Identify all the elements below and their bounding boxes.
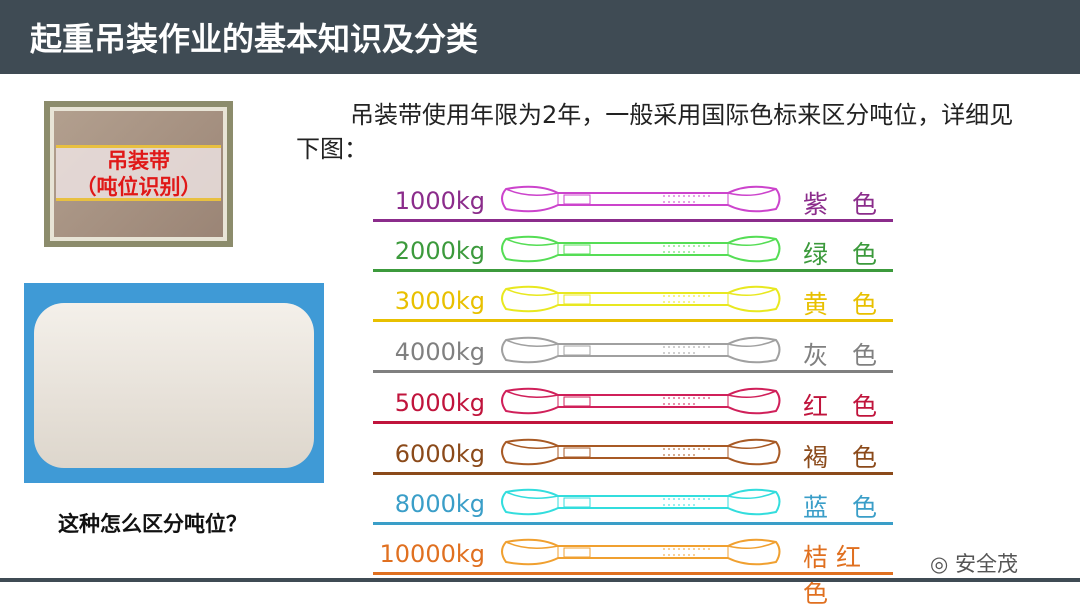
page-title: 起重吊装作业的基本知识及分类 — [30, 20, 479, 58]
color-name: 灰 色 — [803, 341, 885, 370]
color-name: 绿 色 — [803, 240, 885, 269]
wechat-icon: ◎ — [930, 552, 955, 576]
tonnage-label: 6000kg — [394, 440, 485, 468]
tonnage-row: 10000kg 桔红色 — [373, 528, 893, 608]
color-name: 蓝 色 — [803, 493, 885, 522]
sling-drawing — [501, 538, 781, 566]
title-bar: 起重吊装作业的基本知识及分类 — [0, 0, 1080, 74]
sling-drawing — [501, 387, 781, 415]
watermark-text: 安全茂 — [955, 552, 1018, 576]
tonnage-label: 4000kg — [394, 338, 485, 366]
tonnage-label: 3000kg — [394, 287, 485, 315]
tonnage-row: 2000kg 绿 色 — [373, 225, 893, 275]
sling-photo — [24, 283, 324, 483]
intro-text: 吊装带使用年限为2年，一般采用国际色标来区分吨位，详细见下图： — [296, 101, 1014, 163]
color-name: 桔红色 — [803, 543, 870, 608]
sling-drawing — [501, 336, 781, 364]
watermark: ◎ 安全茂 — [930, 548, 1018, 578]
color-name: 红 色 — [803, 392, 885, 421]
sling-drawing — [501, 235, 781, 263]
tonnage-label: 8000kg — [394, 490, 485, 518]
divider-line — [373, 572, 893, 575]
tonnage-label: 2000kg — [394, 237, 485, 265]
frame-label-2: （吨位识别） — [75, 175, 202, 199]
tonnage-row: 8000kg 蓝 色 — [373, 478, 893, 528]
sling-drawing — [501, 285, 781, 313]
sling-drawing — [501, 185, 781, 213]
tonnage-label: 5000kg — [394, 389, 485, 417]
divider-line — [373, 522, 893, 525]
white-sling-roll — [34, 303, 314, 468]
tonnage-row: 6000kg 褐 色 — [373, 428, 893, 478]
divider-line — [373, 269, 893, 272]
sling-drawing — [501, 438, 781, 466]
question-text: 这种怎么区分吨位？ — [58, 512, 247, 536]
color-name: 褐 色 — [803, 443, 885, 472]
label-band: 吊装带 （吨位识别） — [56, 145, 221, 201]
framed-picture: 吊装带 （吨位识别） — [44, 101, 233, 247]
tonnage-row: 3000kg 黄 色 — [373, 275, 893, 325]
divider-line — [373, 319, 893, 322]
tonnage-row: 4000kg 灰 色 — [373, 326, 893, 376]
tonnage-label: 10000kg — [379, 540, 485, 568]
bottom-bar — [0, 578, 1080, 582]
tonnage-row: 5000kg 红 色 — [373, 377, 893, 427]
color-name: 紫 色 — [803, 190, 885, 219]
tonnage-row: 1000kg 紫 色 — [373, 175, 893, 225]
frame-label-1: 吊装带 — [107, 149, 170, 173]
color-name: 黄 色 — [803, 290, 885, 319]
divider-line — [373, 219, 893, 222]
divider-line — [373, 472, 893, 475]
sling-drawing — [501, 488, 781, 516]
tonnage-label: 1000kg — [394, 187, 485, 215]
divider-line — [373, 421, 893, 424]
divider-line — [373, 370, 893, 373]
